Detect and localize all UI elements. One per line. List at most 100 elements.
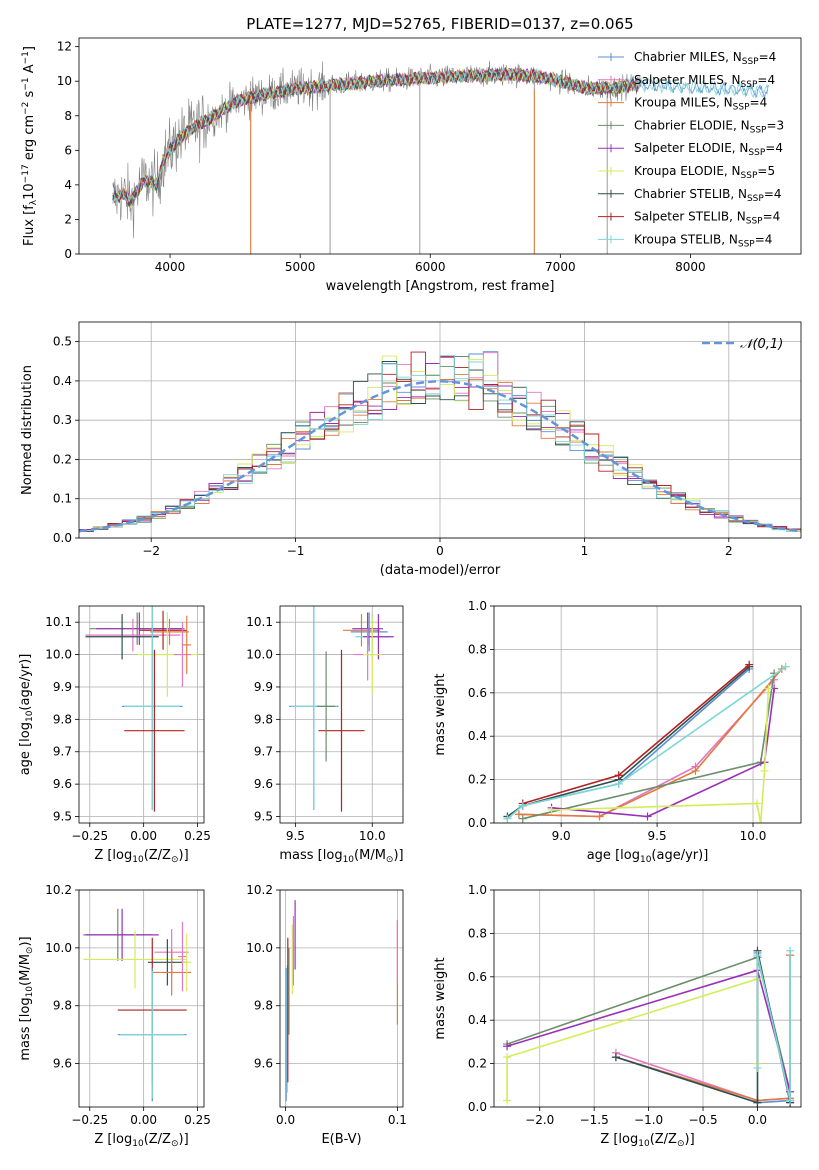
data-point-marker	[753, 951, 762, 960]
y-axis-label: mass weight	[433, 957, 448, 1039]
data-point-marker	[786, 946, 795, 955]
data-point-marker	[611, 1053, 620, 1062]
y-tick-label: 9.9	[254, 680, 273, 694]
model-spectrum-line	[112, 66, 769, 206]
mass-weight-line	[551, 688, 775, 818]
x-tick-label: 0	[436, 544, 444, 558]
y-tick-label: 0.6	[468, 686, 487, 700]
y-axis-label: mass [log10(M/M⊙)]	[18, 936, 35, 1060]
figure-title: PLATE=1277, MJD=52765, FIBERID=0137, z=0…	[246, 15, 633, 33]
y-tick-label: 0.4	[468, 1013, 487, 1027]
mass-weight-line	[506, 666, 787, 820]
y-tick-label: 0.0	[468, 1100, 487, 1114]
data-point-marker	[595, 812, 604, 821]
data-point-marker	[753, 1098, 762, 1107]
data-point-marker	[503, 1096, 512, 1105]
y-tick-label: 0.6	[468, 970, 487, 984]
y-tick-label: 10.1	[246, 615, 273, 629]
residual-histogram-panel: −2 −1 0 1 2 0.0 0.1 0.2 0.3 0.4 0.5 (data-model)/er…	[20, 321, 802, 578]
y-tick-label: 10.0	[45, 648, 72, 662]
y-tick-label: 9.8	[254, 999, 273, 1013]
data-point-marker	[781, 662, 790, 671]
x-tick-label: 0.0	[748, 1113, 767, 1127]
x-axis-label: age [log10(age/yr)]	[587, 848, 709, 865]
y-tick-label: 0.0	[53, 531, 72, 545]
x-tick-label: 0.00	[130, 1113, 157, 1127]
y-tick-label: 0.2	[468, 773, 487, 787]
legend-label: Kroupa STELIB, NSSP=4	[634, 232, 772, 249]
x-tick-label: 10.0	[740, 829, 767, 843]
x-tick-label: −2.0	[525, 1113, 554, 1127]
x-axis-label: (data-model)/error	[380, 563, 501, 578]
plot-area	[285, 900, 399, 1102]
mass-weight-line	[522, 663, 750, 805]
plot-area	[85, 606, 198, 812]
data-point-marker	[760, 766, 769, 775]
x-axis-label: Z [log10(Z/Z⊙)]	[94, 1132, 188, 1149]
x-tick-label: 0.25	[184, 1113, 211, 1127]
y-tick-label: 9.8	[53, 712, 72, 726]
x-tick-label: 0.0	[276, 1113, 295, 1127]
weight-vs-metallicity-panel: −2.0 −1.5 −1.0 −0.5 0.0 0.0 0.2 0.4 0.6 0.8 1.0 Z […	[433, 883, 802, 1149]
plot-area	[503, 946, 795, 1107]
x-tick-label: −1.0	[634, 1113, 663, 1127]
x-tick-label: 5000	[285, 260, 316, 274]
x-axis-label: mass [log10(M/M⊙)]	[279, 848, 403, 865]
spectrum-legend: Chabrier MILES, NSSP=4 Salpeter MILES, NS…	[598, 50, 784, 249]
y-tick-label: 9.6	[53, 777, 72, 791]
y-tick-label: 1.0	[468, 599, 487, 613]
x-tick-label: −0.5	[688, 1113, 717, 1127]
y-tick-label: 0.8	[468, 642, 487, 656]
y-tick-label: 8	[64, 109, 72, 123]
y-tick-label: 0.1	[53, 492, 72, 506]
legend-label: 𝒩(0,1)	[740, 337, 783, 352]
plot-area	[503, 660, 790, 823]
data-point-marker	[643, 812, 652, 821]
x-tick-label: 4000	[155, 260, 186, 274]
y-tick-label: 6	[64, 143, 72, 157]
mass-weight-line	[756, 950, 791, 1101]
data-point-marker	[752, 799, 761, 808]
legend-label: Kroupa ELODIE, NSSP=5	[634, 164, 775, 181]
axes-frame	[279, 605, 404, 824]
axes-frame	[279, 889, 404, 1108]
x-tick-label: 2	[725, 544, 733, 558]
data-point-marker	[753, 1063, 762, 1072]
y-tick-label: 10.0	[45, 941, 72, 955]
mass-weight-line	[551, 688, 770, 823]
data-point-marker	[614, 771, 623, 780]
y-tick-label: 9.7	[53, 745, 72, 759]
y-tick-label: 0.2	[53, 452, 72, 466]
y-axis-label: mass weight	[433, 673, 448, 755]
axes-frame	[493, 889, 802, 1108]
data-point-marker	[518, 814, 527, 823]
y-tick-label: 12	[57, 40, 72, 54]
y-tick-label: 9.5	[254, 810, 273, 824]
y-tick-label: 0	[64, 247, 72, 261]
y-tick-label: 10.1	[45, 615, 72, 629]
y-axis-label: age [log10(age/yr)]	[18, 654, 35, 776]
data-point-marker	[786, 1096, 795, 1105]
legend-label: Salpeter STELIB, NSSP=4	[634, 210, 780, 227]
legend-label: Chabrier STELIB, NSSP=4	[634, 187, 782, 204]
x-tick-label: 6000	[415, 260, 446, 274]
y-tick-label: 10	[57, 74, 72, 88]
plot-area	[289, 606, 394, 812]
data-point-marker	[503, 1053, 512, 1062]
data-point-marker	[503, 1042, 512, 1051]
weight-vs-age-panel: 9.0 9.5 10.0 0.0 0.2 0.4 0.6 0.8 1.0 age [log10(a…	[433, 599, 802, 865]
age-vs-metallicity-panel: −0.25 0.00 0.25 9.5 9.6 9.7 9.8 9.9 10.0 10.1 Z [l…	[18, 605, 211, 865]
plot-area	[79, 351, 801, 534]
x-tick-label: 10.0	[359, 829, 386, 843]
data-point-marker	[691, 766, 700, 775]
legend-label: Salpeter MILES, NSSP=4	[634, 73, 775, 90]
x-axis-label: wavelength [Angstrom, rest frame]	[326, 279, 555, 294]
y-tick-label: 2	[64, 212, 72, 226]
y-tick-label: 0.5	[53, 335, 72, 349]
x-axis-label: Z [log10(Z/Z⊙)]	[94, 848, 188, 865]
y-tick-label: 10.2	[45, 883, 72, 897]
x-tick-label: 8000	[675, 260, 706, 274]
spectrum-panel: 4000 5000 6000 7000 8000 0 2 4 6 8 10 12 wavelength …	[21, 37, 802, 294]
x-tick-label: 9.0	[552, 829, 571, 843]
